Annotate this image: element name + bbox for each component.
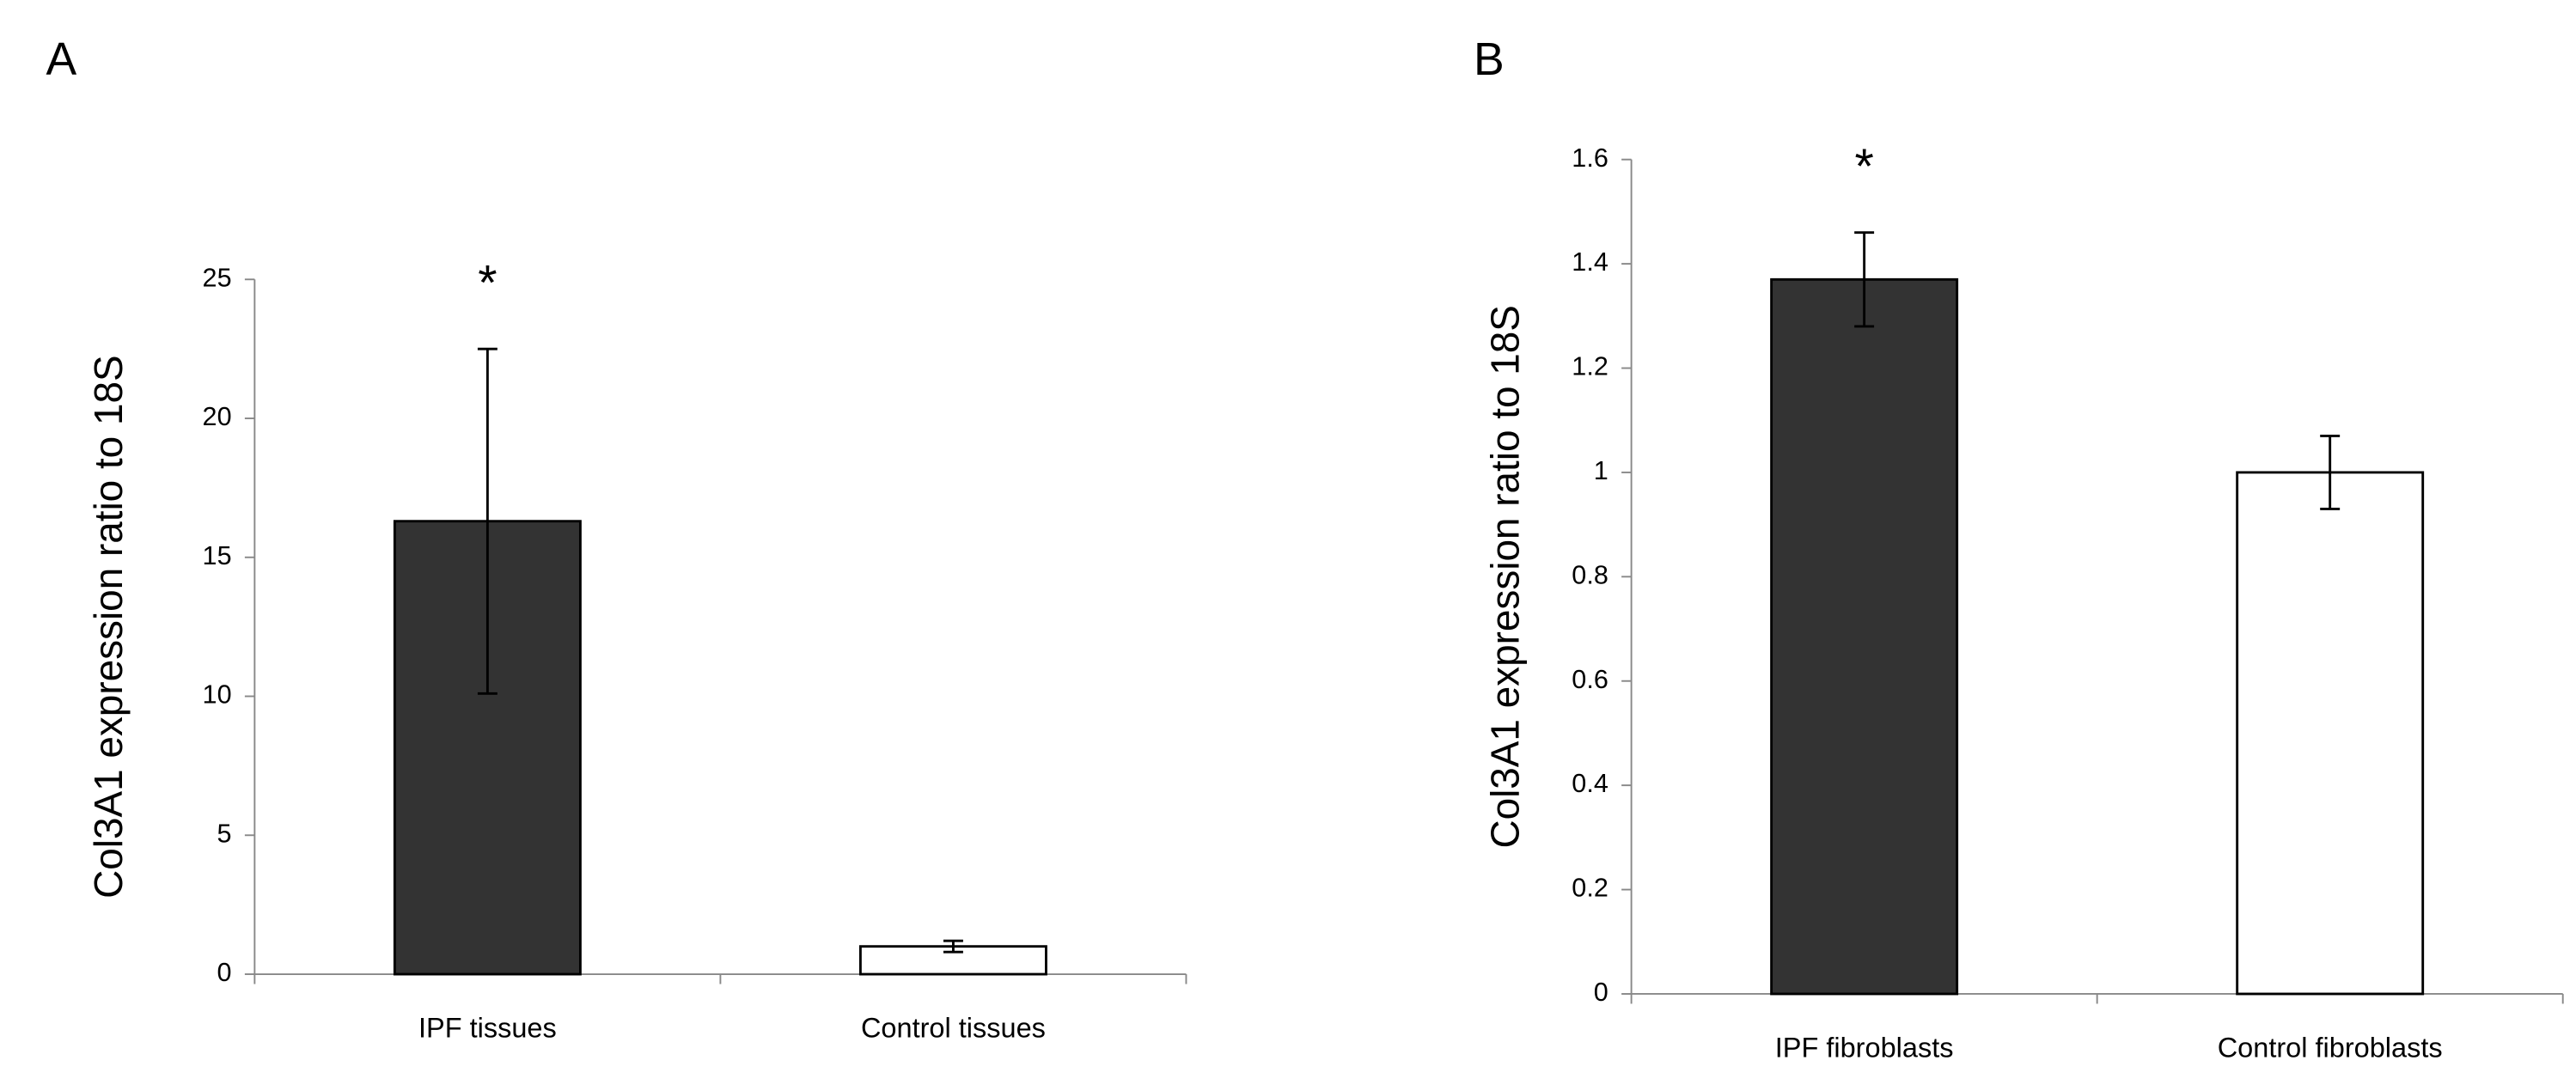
- error-bar: [2320, 434, 2341, 510]
- panel-label: B: [1474, 34, 1505, 85]
- y-tick-label: 0.6: [1572, 665, 1608, 694]
- y-tick-label: 1.4: [1572, 247, 1608, 277]
- y-tick-label: 0: [1594, 978, 1608, 1007]
- y-tick-label: 10: [203, 680, 232, 710]
- y-tick-label: 25: [203, 263, 232, 292]
- y-tick-label: 0: [217, 958, 232, 987]
- significance-marker: *: [1854, 139, 1873, 194]
- x-tick-label: Control fibroblasts: [2218, 1033, 2443, 1064]
- x-tick-label: Control tissues: [861, 1013, 1046, 1044]
- y-tick-label: 1.2: [1572, 352, 1608, 381]
- x-tick-label: IPF tissues: [418, 1013, 557, 1044]
- y-axis-title: Col3A1 expression ratio to 18S: [1482, 305, 1527, 848]
- y-tick-label: 1: [1594, 456, 1608, 485]
- y-tick-label: 15: [203, 541, 232, 570]
- y-tick-label: 0.8: [1572, 560, 1608, 589]
- error-bar: [1854, 231, 1875, 328]
- y-tick-label: 5: [217, 819, 232, 848]
- x-tick-label: IPF fibroblasts: [1775, 1033, 1954, 1064]
- y-axis-title: Col3A1 expression ratio to 18S: [86, 355, 131, 898]
- y-tick-label: 20: [203, 402, 232, 431]
- panel-label: A: [46, 34, 77, 85]
- bar: [2236, 471, 2425, 996]
- y-tick-label: 0.4: [1572, 769, 1608, 798]
- bar: [1770, 277, 1959, 996]
- error-bar: [943, 939, 963, 954]
- y-tick-label: 1.6: [1572, 143, 1608, 173]
- significance-marker: *: [478, 256, 497, 311]
- y-tick-label: 0.2: [1572, 874, 1608, 903]
- error-bar: [477, 347, 497, 695]
